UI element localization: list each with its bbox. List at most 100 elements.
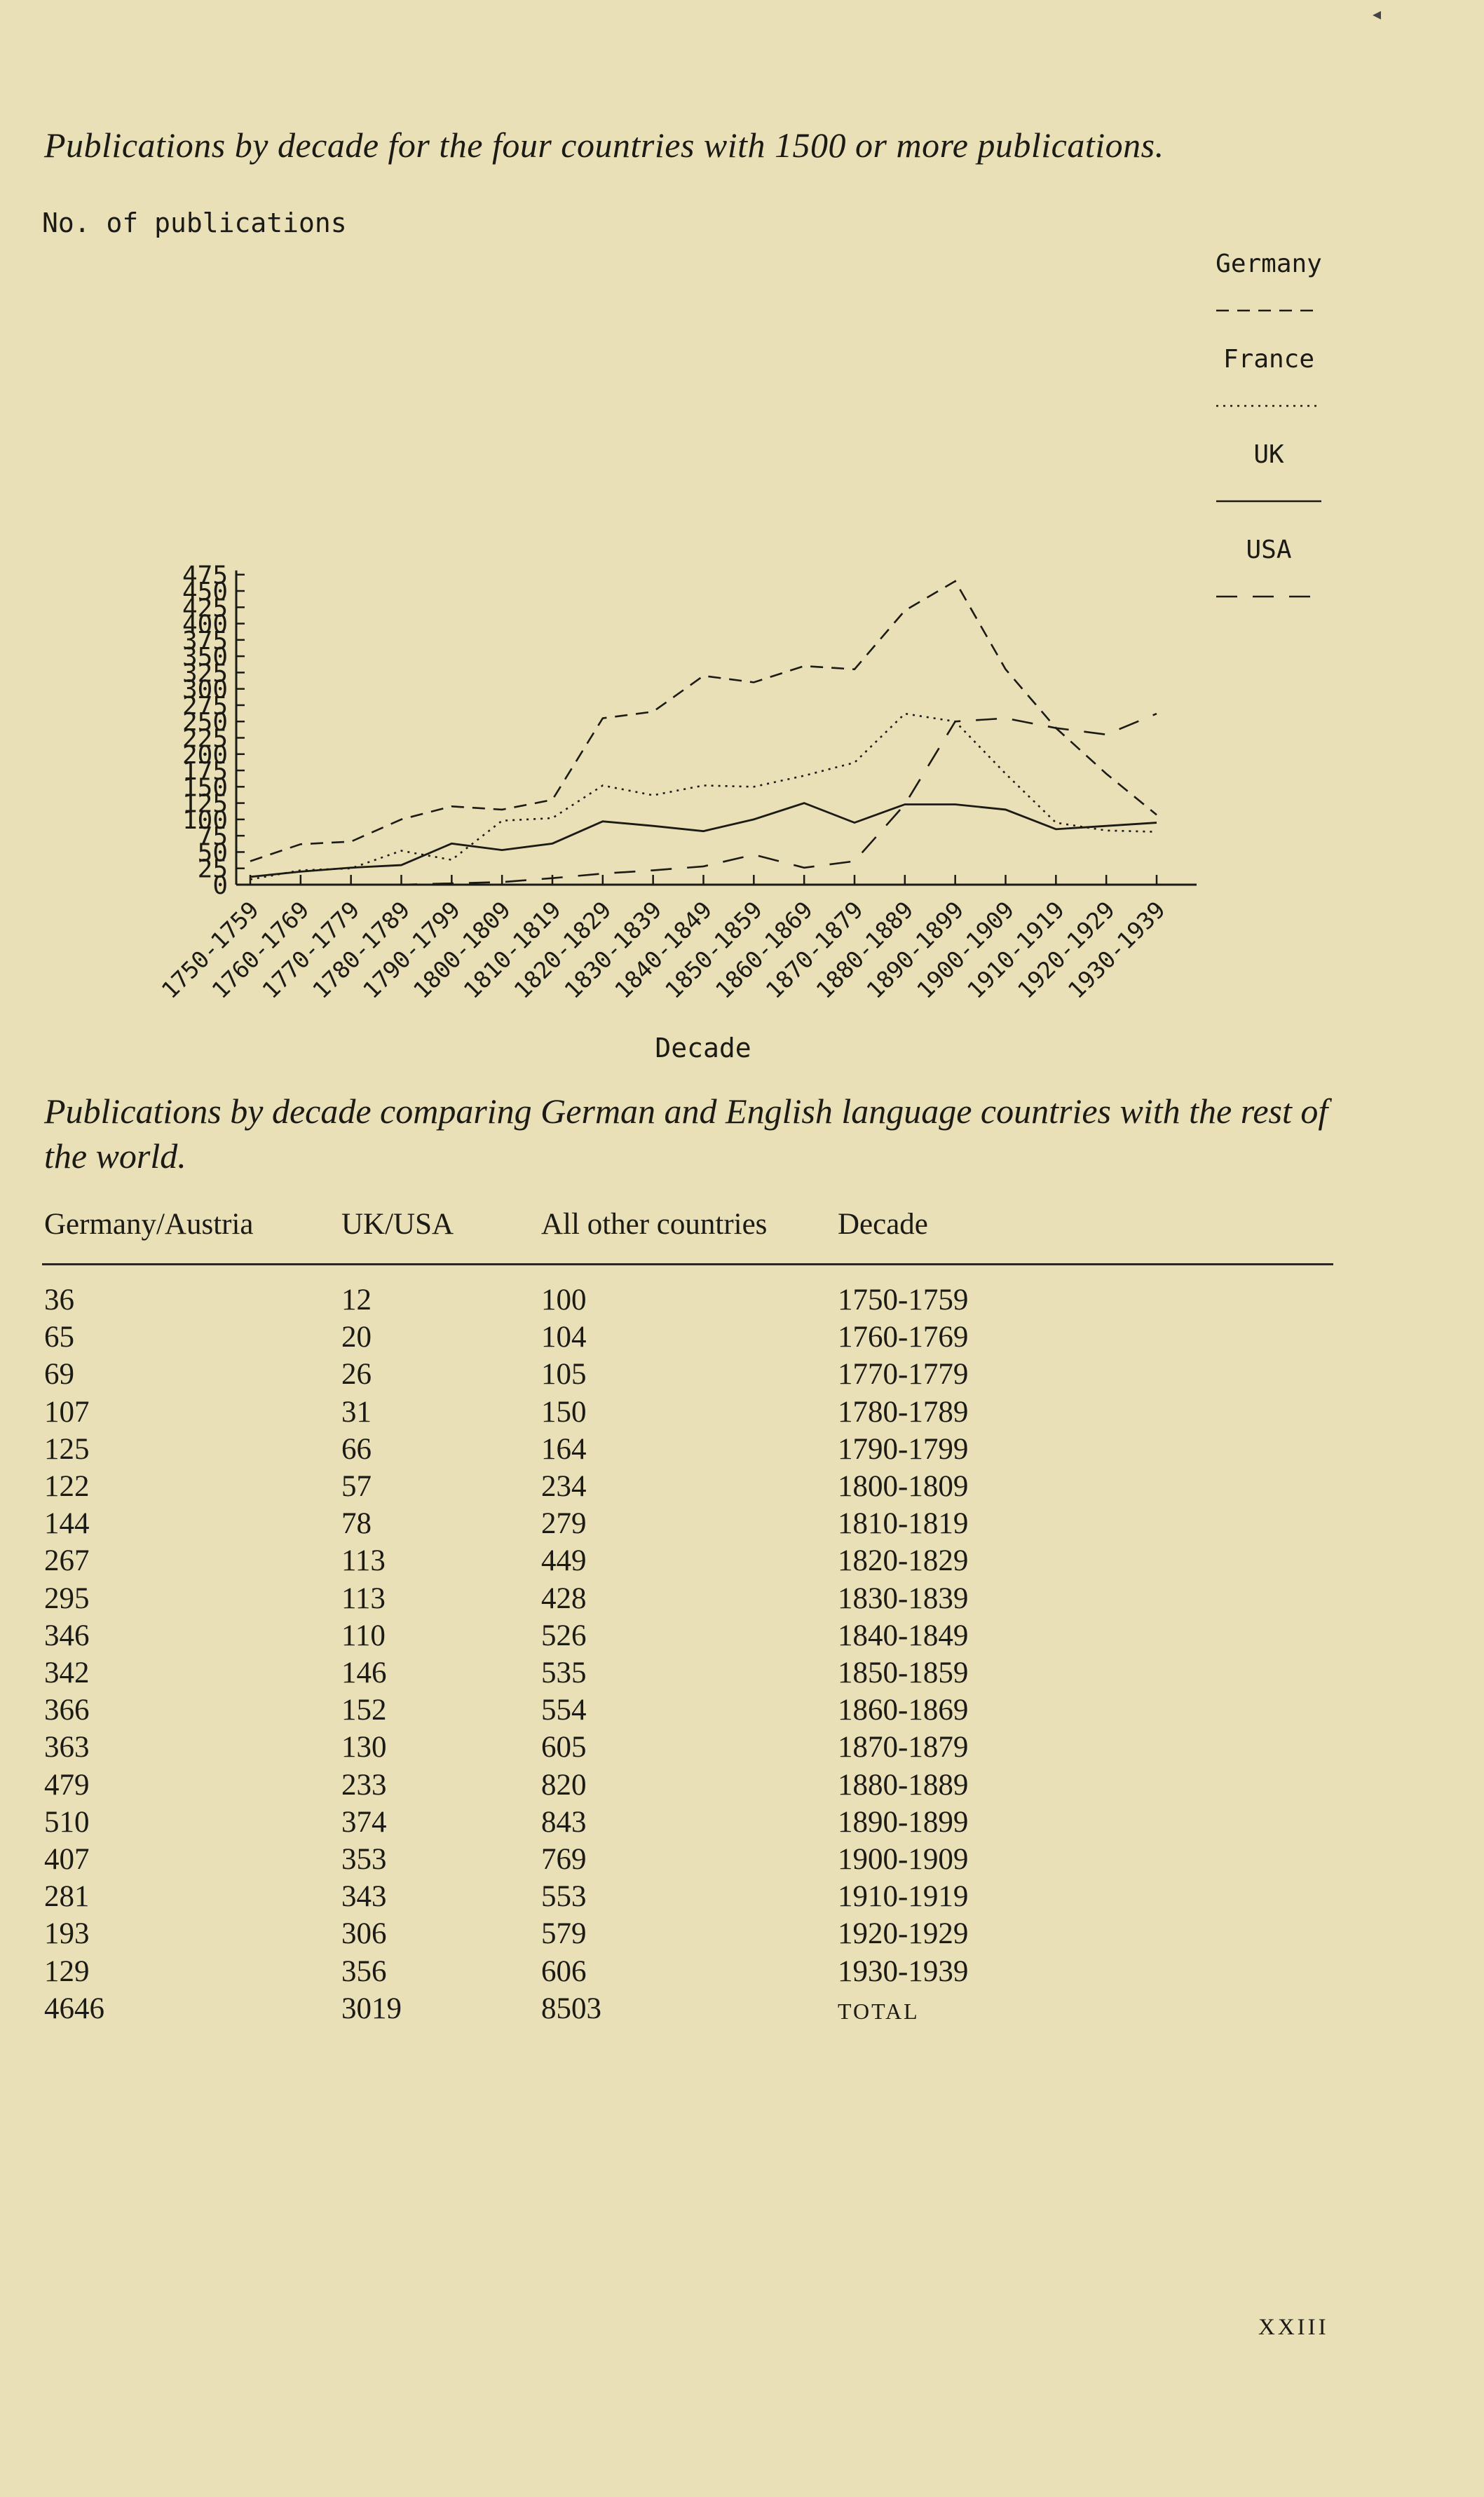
cell-germany-austria: 129 xyxy=(44,1954,90,1988)
cell-other: 606 xyxy=(541,1954,587,1988)
table-row: 65 20 104 1760-1769 xyxy=(0,1320,1484,1357)
col-header-germany-austria: Germany/Austria xyxy=(44,1208,254,1241)
y-tick-label: 475 xyxy=(182,562,228,590)
y-tick-label: 425 xyxy=(182,594,228,622)
cell-other: 820 xyxy=(541,1768,587,1802)
y-tick-label: 225 xyxy=(182,724,228,753)
cell-uk-usa: 57 xyxy=(341,1470,372,1503)
table-row: 479 233 820 1880-1889 xyxy=(0,1768,1484,1805)
cell-other: 554 xyxy=(541,1694,587,1727)
y-tick-label: 375 xyxy=(182,627,228,655)
cell-germany-austria: 366 xyxy=(44,1694,90,1727)
cell-other: 579 xyxy=(541,1917,587,1951)
cell-uk-usa: 233 xyxy=(341,1768,387,1802)
legend-label-uk: UK xyxy=(1253,440,1284,469)
cell-germany-austria: 36 xyxy=(44,1284,74,1316)
cell-germany-austria: 65 xyxy=(44,1321,74,1354)
series-line-france xyxy=(250,712,1157,880)
col-header-decade: Decade xyxy=(838,1208,928,1241)
cell-other: 104 xyxy=(541,1321,587,1354)
cell-uk-usa: 113 xyxy=(341,1581,386,1615)
cell-germany-austria: 281 xyxy=(44,1880,90,1914)
chart-svg: No. of publications 025507510012515017520… xyxy=(42,207,1322,1063)
cell-decade: 1800-1809 xyxy=(838,1470,969,1503)
table-row: 510 374 843 1890-1899 xyxy=(0,1805,1484,1842)
table-row: 267 113 449 1820-1829 xyxy=(0,1544,1484,1581)
y-tick-label: 125 xyxy=(182,790,228,819)
line-chart: No. of publications 0 25 50 75 100 125 150 175 20… xyxy=(0,0,1484,1094)
table-row: 129 356 606 1930-1939 xyxy=(0,1954,1484,1992)
table-row: 4646 3019 8503 TOTAL xyxy=(0,1992,1484,2029)
table-row: 366 152 554 1860-1869 xyxy=(0,1693,1484,1730)
y-tick-label: 150 xyxy=(182,773,228,802)
cell-germany-austria: 342 xyxy=(44,1656,90,1689)
legend-label-france: France xyxy=(1223,345,1314,374)
cell-uk-usa: 130 xyxy=(341,1731,387,1764)
table-row: 407 353 769 1900-1909 xyxy=(0,1842,1484,1879)
table-row: 107 31 150 1780-1789 xyxy=(0,1395,1484,1432)
y-tick-label: 0 xyxy=(212,871,228,900)
cell-other: 100 xyxy=(541,1284,587,1316)
series-line-uk xyxy=(250,802,1157,878)
cell-other: 279 xyxy=(541,1507,587,1541)
cell-decade: 1900-1909 xyxy=(838,1843,969,1876)
table-row: 122 57 234 1800-1809 xyxy=(0,1469,1484,1506)
legend-label-usa: USA xyxy=(1246,536,1291,564)
cell-germany-austria: 193 xyxy=(44,1917,90,1951)
y-tick-label: 400 xyxy=(182,611,228,639)
cell-decade: 1780-1789 xyxy=(838,1395,969,1429)
table-row: 342 146 535 1850-1859 xyxy=(0,1656,1484,1693)
cell-germany-austria: 122 xyxy=(44,1470,90,1503)
cell-uk-usa: 26 xyxy=(341,1358,372,1392)
cell-other: 428 xyxy=(541,1581,587,1615)
cell-germany-austria: 267 xyxy=(44,1544,90,1578)
cell-decade: TOTAL xyxy=(838,1998,920,2024)
cell-decade: 1820-1829 xyxy=(838,1544,969,1578)
cell-germany-austria: 295 xyxy=(44,1581,90,1615)
cell-decade: 1850-1859 xyxy=(838,1656,969,1689)
cell-decade: 1880-1889 xyxy=(838,1768,969,1802)
cell-uk-usa: 110 xyxy=(341,1619,386,1652)
cell-uk-usa: 12 xyxy=(341,1284,372,1316)
cell-uk-usa: 3019 xyxy=(341,1992,402,2025)
page-number: XXIII xyxy=(1258,2315,1329,2340)
y-tick-label: 100 xyxy=(182,806,228,835)
cell-decade: 1840-1849 xyxy=(838,1619,969,1652)
cell-other: 843 xyxy=(541,1805,587,1839)
y-tick-label: 325 xyxy=(182,659,228,688)
cell-germany-austria: 346 xyxy=(44,1619,90,1652)
cell-decade: 1750-1759 xyxy=(838,1284,969,1316)
y-tick-label: 50 xyxy=(198,838,228,867)
y-tick-label: 75 xyxy=(198,822,228,851)
cell-other: 526 xyxy=(541,1619,587,1652)
cell-uk-usa: 343 xyxy=(341,1880,387,1914)
cell-other: 449 xyxy=(541,1544,587,1578)
y-tick-label: 175 xyxy=(182,757,228,786)
cell-decade: 1830-1839 xyxy=(838,1581,969,1615)
table-row: 346 110 526 1840-1849 xyxy=(0,1619,1484,1656)
header-rule xyxy=(42,1263,1333,1265)
cell-germany-austria: 407 xyxy=(44,1843,90,1876)
series-line-usa xyxy=(250,712,1157,886)
cell-other: 553 xyxy=(541,1880,587,1914)
cell-other: 8503 xyxy=(541,1992,601,2025)
cell-uk-usa: 374 xyxy=(341,1805,387,1839)
table-row: 363 130 605 1870-1879 xyxy=(0,1730,1484,1767)
cell-other: 150 xyxy=(541,1395,587,1429)
y-tick-label: 350 xyxy=(182,643,228,672)
cell-uk-usa: 78 xyxy=(341,1507,372,1541)
cell-decade: 1930-1939 xyxy=(838,1954,969,1988)
table-row: 193 306 579 1920-1929 xyxy=(0,1917,1484,1954)
col-header-other: All other countries xyxy=(541,1208,768,1241)
x-axis-label: Decade xyxy=(655,1033,751,1063)
cell-other: 164 xyxy=(541,1432,587,1466)
cell-germany-austria: 125 xyxy=(44,1432,90,1466)
y-tick-label: 250 xyxy=(182,708,228,737)
cell-other: 105 xyxy=(541,1358,587,1392)
cell-uk-usa: 66 xyxy=(341,1432,372,1466)
cell-germany-austria: 4646 xyxy=(44,1992,104,2025)
cell-uk-usa: 113 xyxy=(341,1544,386,1578)
cell-decade: 1770-1779 xyxy=(838,1358,969,1392)
cell-other: 769 xyxy=(541,1843,587,1876)
col-header-uk-usa: UK/USA xyxy=(341,1208,454,1241)
